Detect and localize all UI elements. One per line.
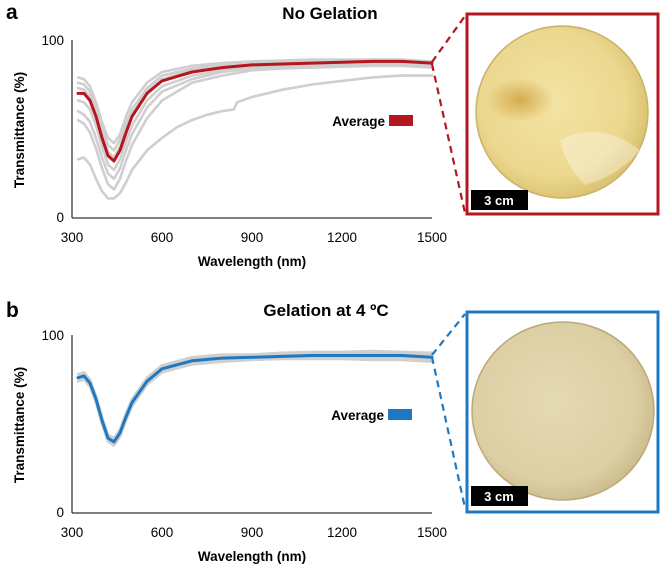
callout-line-b-top	[431, 313, 466, 356]
scale-label-b: 3 cm	[484, 489, 514, 504]
x-tick-label-b-1500: 1500	[417, 525, 447, 540]
x-tick-label-a-1200: 1200	[327, 230, 357, 245]
y-axis-title-b: Transmittance (%)	[12, 367, 27, 483]
scale-bar-b	[471, 486, 528, 506]
plot-area-b	[76, 349, 434, 447]
replicate-line-a-7	[76, 74, 434, 200]
callout-line-a-top	[431, 15, 466, 63]
panel-label-a: a	[6, 1, 18, 24]
x-tick-label-b-600: 600	[151, 525, 174, 540]
x-tick-label-a-600: 600	[151, 230, 174, 245]
x-tick-label-a-300: 300	[61, 230, 84, 245]
average-line-b	[76, 354, 434, 444]
callout-line-a-bottom	[430, 63, 467, 214]
legend-swatch-b	[388, 409, 412, 420]
legend-swatch-a	[389, 115, 413, 126]
y-tick-label-b-100: 100	[41, 328, 64, 343]
x-tick-label-b-300: 300	[61, 525, 84, 540]
replicate-line-a-5	[76, 62, 434, 181]
callout-line-b-bottom	[430, 356, 467, 509]
x-tick-label-a-900: 900	[241, 230, 264, 245]
legend-label-b: Average	[331, 408, 384, 423]
sample-photo-a: 3 cm	[465, 12, 660, 216]
glare-a	[560, 132, 640, 185]
x-tick-label-a-1500: 1500	[417, 230, 447, 245]
replicate-line-b-1	[76, 349, 434, 440]
x-tick-label-b-1200: 1200	[327, 525, 357, 540]
y-tick-label-a-0: 0	[56, 210, 64, 225]
legend-label-a: Average	[332, 114, 385, 129]
x-axis-title-a: Wavelength (nm)	[198, 254, 306, 269]
y-tick-label-b-0: 0	[56, 505, 64, 520]
panel-label-b: b	[6, 299, 19, 322]
sample-photo-b: 3 cm	[465, 310, 660, 514]
chart-title-b: Gelation at 4 ºC	[263, 301, 388, 320]
x-axis-title-b: Wavelength (nm)	[198, 549, 306, 564]
scale-label-a: 3 cm	[484, 193, 514, 208]
x-tick-label-b-900: 900	[241, 525, 264, 540]
panel-a: a No Gelation 0 100 300 600 900 1200 150…	[6, 1, 660, 269]
film-disc-b	[471, 321, 655, 501]
stain-a	[486, 78, 554, 122]
replicate-line-a-6	[76, 64, 434, 191]
average-line-a	[76, 59, 434, 163]
y-tick-label-a-100: 100	[41, 33, 64, 48]
plot-area-a	[76, 58, 434, 200]
y-axis-title-a: Transmittance (%)	[12, 72, 27, 188]
film-disc-a	[475, 25, 649, 199]
panel-b: b Gelation at 4 ºC 0 100 300 600 900 120…	[6, 299, 660, 564]
scale-bar-a	[471, 190, 528, 210]
chart-title-a: No Gelation	[282, 4, 377, 23]
